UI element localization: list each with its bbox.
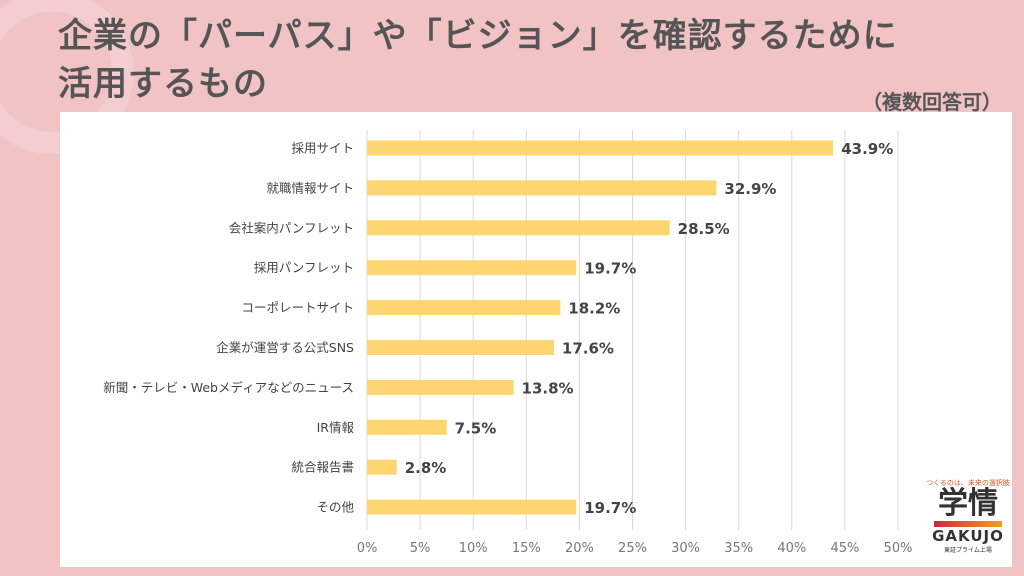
logo-kanji: 学情 [938,486,998,521]
x-tick-label: 5% [410,541,431,556]
x-tick-label: 35% [724,541,753,556]
title-line-2: 活用するもの [58,64,268,104]
category-label: 新聞・テレビ・Webメディアなどのニュース [103,380,354,395]
category-label: 採用パンフレット [254,260,354,275]
category-label: コーポレートサイト [241,300,354,315]
bar [367,459,397,475]
x-tick-label: 20% [565,541,594,556]
logo-name: GAKUJO [932,527,1004,545]
bar [367,300,561,316]
category-label: 採用サイト [291,141,354,156]
bar [367,140,834,156]
x-tick-label: 10% [459,541,488,556]
data-label: 28.5% [678,220,730,238]
logo-sub: 東証プライム上場 [944,547,992,554]
category-label: その他 [316,500,354,515]
x-tick-label: 50% [884,541,913,556]
x-tick-label: 0% [357,541,378,556]
data-label: 32.9% [724,180,776,198]
page-title: 企業の「パーパス」や「ビジョン」を確認するために 活用するもの [58,12,898,108]
multiple-answer-note: （複数回答可） [862,90,1002,114]
bar [367,180,717,196]
bar [367,340,554,355]
logo-gradient-bar [934,521,1002,527]
data-label: 19.7% [584,260,636,278]
data-label: 7.5% [455,419,497,437]
data-label: 43.9% [841,140,893,158]
bar [367,220,670,236]
category-label: 企業が運営する公式SNS [216,340,354,355]
category-label: 統合報告書 [291,460,354,475]
category-label: 就職情報サイト [266,180,354,195]
gakujo-logo: つくるのは、未来の選択肢 学情 GAKUJO 東証プライム上場 [922,478,1014,554]
category-label: IR情報 [317,420,355,435]
data-label: 19.7% [584,499,636,517]
logo-tagline: つくるのは、未来の選択肢 [926,479,1010,487]
data-label: 13.8% [522,379,574,397]
bar [367,419,447,435]
x-tick-label: 40% [777,541,806,556]
data-label: 2.8% [405,459,447,477]
x-tick-label: 25% [618,541,647,556]
bar [367,260,577,276]
bar [367,499,577,515]
x-tick-label: 15% [512,541,541,556]
x-tick-label: 45% [830,541,859,556]
data-label: 17.6% [562,340,614,358]
data-label: 18.2% [568,300,620,318]
x-tick-label: 30% [671,541,700,556]
bar [367,379,514,395]
category-label: 会社案内パンフレット [229,220,354,235]
title-line-1: 企業の「パーパス」や「ビジョン」を確認するために [58,16,898,56]
